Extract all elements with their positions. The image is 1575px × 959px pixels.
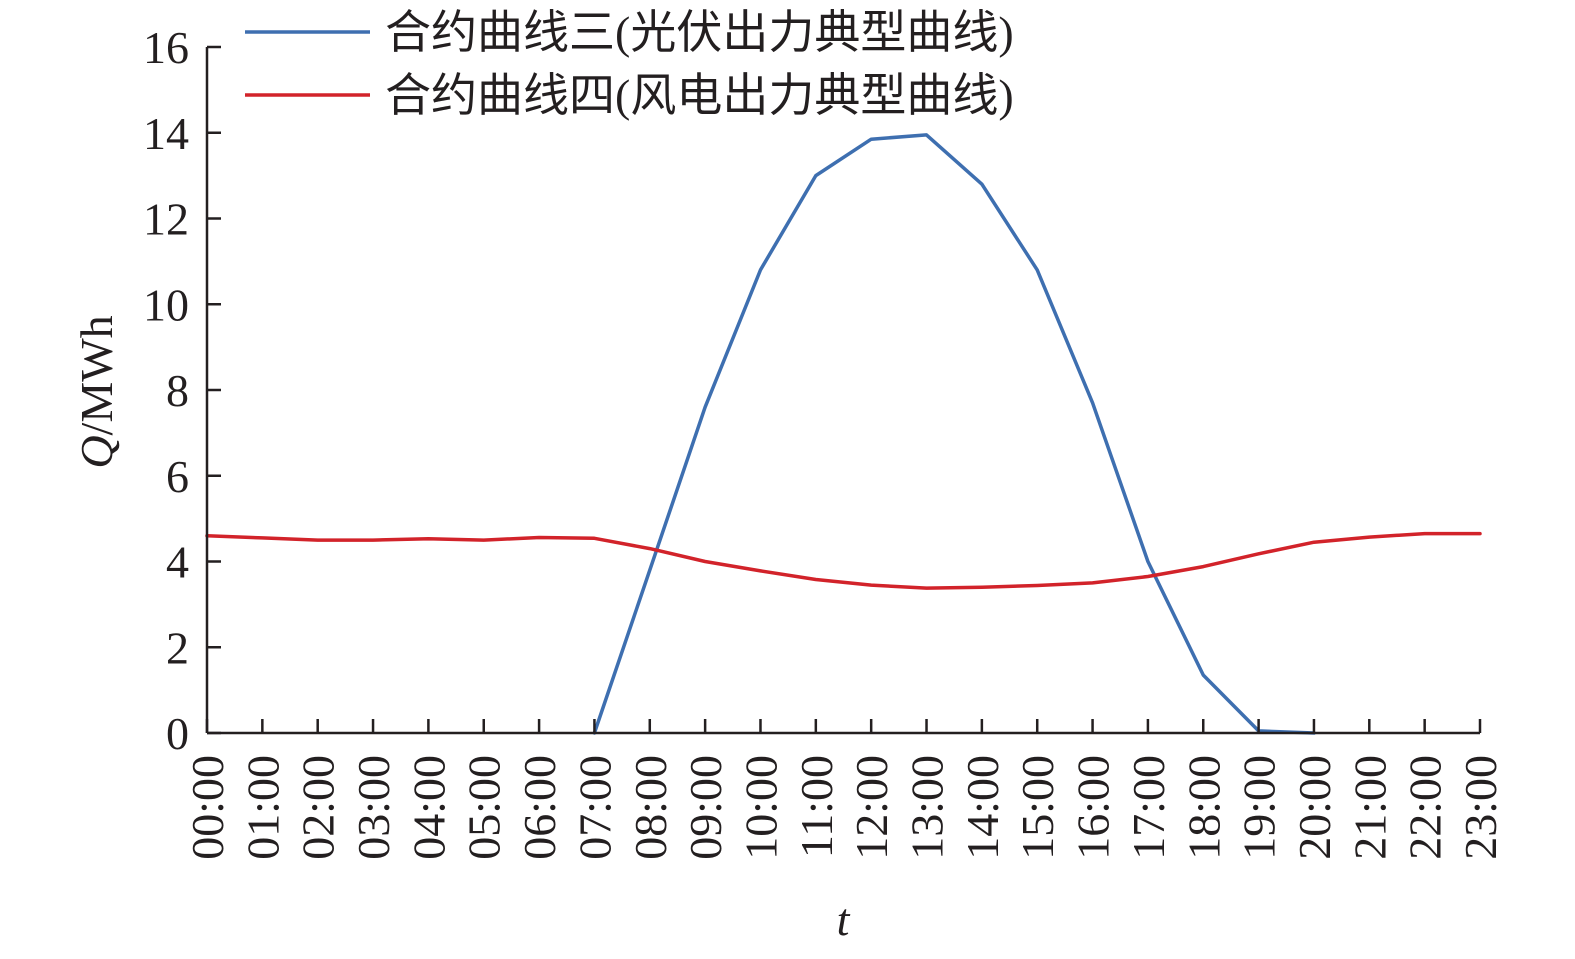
x-tick-label: 14:00 <box>957 755 1008 860</box>
x-tick-label: 09:00 <box>680 755 731 860</box>
y-tick-label: 6 <box>166 451 189 502</box>
x-axis-title: t <box>837 894 851 945</box>
series-line-2 <box>205 531 1482 590</box>
y-tick-label: 8 <box>166 365 189 416</box>
y-tick-label: 0 <box>166 708 189 759</box>
y-tick-label: 2 <box>166 622 189 673</box>
x-tick-label: 13:00 <box>902 755 953 860</box>
plot-area <box>205 133 1482 735</box>
y-tick-label: 10 <box>143 279 189 330</box>
x-tick-label: 23:00 <box>1455 755 1506 860</box>
y-tick-label: 16 <box>143 22 189 73</box>
axes: 0 2 4 6 8 10 12 14 16 00:00 01:00 02:00 03:00 04:00 05… <box>143 22 1506 860</box>
x-tick-label: 08:00 <box>625 755 676 860</box>
x-tick-label: 22:00 <box>1400 755 1451 860</box>
x-tick-label: 10:00 <box>735 755 786 860</box>
series-line-1 <box>592 133 1316 735</box>
legend-label-2: 合约曲线四(风电出力典型曲线) <box>385 70 1014 121</box>
x-tick-label: 16:00 <box>1068 755 1119 860</box>
x-tick-label: 11:00 <box>791 755 842 858</box>
x-tick-label: 01:00 <box>237 755 288 860</box>
x-tick-label: 00:00 <box>182 755 233 860</box>
x-tick-label: 07:00 <box>569 755 620 860</box>
x-tick-label: 21:00 <box>1344 755 1395 860</box>
x-tick-label: 06:00 <box>514 755 565 860</box>
y-tick-label: 4 <box>166 537 189 588</box>
x-tick-label: 19:00 <box>1234 755 1285 860</box>
y-tick-label: 14 <box>143 108 189 159</box>
x-tick-label: 18:00 <box>1178 755 1229 860</box>
x-tick-label: 15:00 <box>1012 755 1063 860</box>
legend-label-1: 合约曲线三(光伏出力典型曲线) <box>385 7 1014 58</box>
legend: 合约曲线三(光伏出力典型曲线) 合约曲线四(风电出力典型曲线) <box>245 7 1014 121</box>
x-tick-label: 12:00 <box>846 755 897 860</box>
x-tick-label: 05:00 <box>459 755 510 860</box>
x-tick-label: 03:00 <box>348 755 399 860</box>
x-tick-label: 17:00 <box>1123 755 1174 860</box>
x-tick-label: 04:00 <box>403 755 454 860</box>
y-axis-title: Q/MWh <box>71 315 122 468</box>
x-tick-label: 20:00 <box>1289 755 1340 860</box>
x-tick-label: 02:00 <box>293 755 344 860</box>
y-tick-label: 12 <box>143 194 189 245</box>
